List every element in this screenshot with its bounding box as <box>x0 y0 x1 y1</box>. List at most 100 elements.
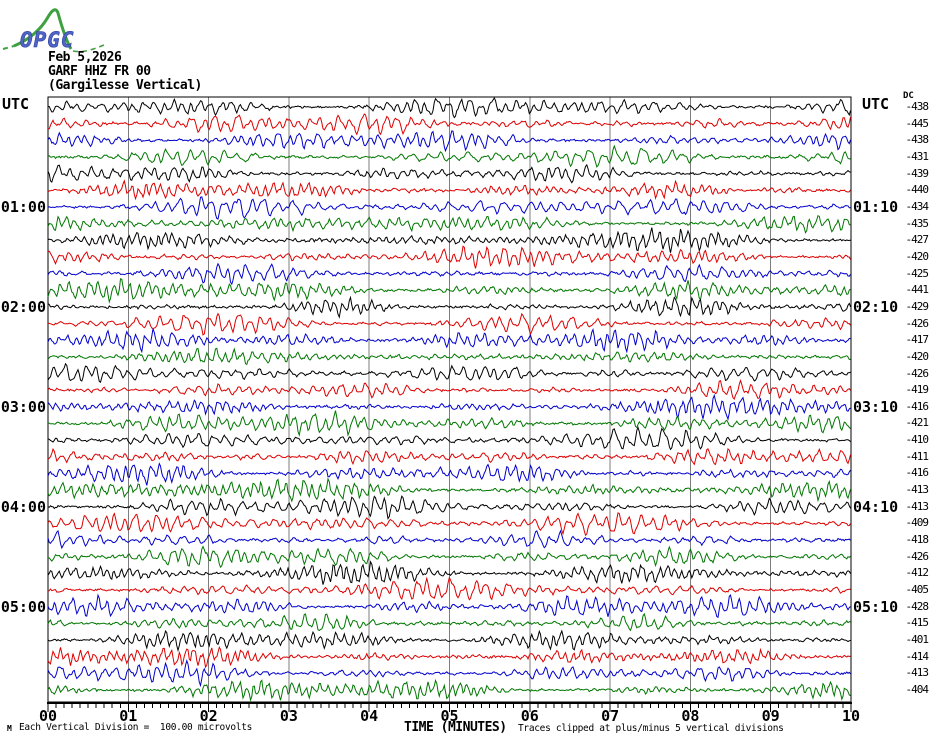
dc-value: -418 <box>905 533 930 547</box>
seismic-trace <box>47 144 851 168</box>
x-tick-label: 03 <box>279 707 298 725</box>
seismic-trace <box>48 312 851 336</box>
seismic-trace <box>47 545 851 569</box>
dc-value: -416 <box>905 399 930 413</box>
seismic-trace <box>47 512 851 537</box>
header-date: Feb 5,2026 <box>48 50 122 65</box>
seismic-trace <box>47 393 851 421</box>
seismic-trace <box>47 214 851 234</box>
seismic-trace <box>47 426 851 451</box>
dc-value: -426 <box>905 316 930 330</box>
logo-dash-right <box>72 44 105 53</box>
seismic-trace <box>47 645 851 669</box>
seismic-trace <box>47 560 851 585</box>
seismic-trace <box>47 477 851 503</box>
seismic-trace <box>47 447 851 466</box>
seismic-trace <box>47 576 851 601</box>
x-tick-label: 09 <box>761 707 780 725</box>
dc-value: -416 <box>905 466 930 480</box>
seismic-trace <box>47 593 851 619</box>
logo-mountain-curve-icon <box>13 8 73 50</box>
dc-value: -414 <box>905 649 930 663</box>
dc-value: -409 <box>905 516 930 530</box>
x-tick-label: 08 <box>681 707 700 725</box>
dc-value: -420 <box>905 349 930 363</box>
dc-value: -404 <box>905 683 930 696</box>
dc-value: -413 <box>905 499 930 513</box>
seismic-trace <box>47 659 851 688</box>
seismic-trace <box>47 295 851 319</box>
x-tick-label: 01 <box>119 707 138 725</box>
hour-label-right: 02:10 <box>853 297 899 316</box>
x-tick-label: 05 <box>440 707 459 725</box>
dc-value: -438 <box>905 133 930 147</box>
seismic-trace <box>47 96 851 119</box>
seismic-trace <box>47 362 851 384</box>
header-station: GARF HHZ FR 00 <box>48 64 151 79</box>
seismic-trace <box>47 113 851 136</box>
x-tick-label: 02 <box>199 707 218 725</box>
dc-value: -431 <box>905 149 930 163</box>
dc-value: -412 <box>905 566 930 580</box>
seismic-trace <box>47 462 851 486</box>
seismic-trace <box>47 179 851 201</box>
seismic-trace <box>47 245 851 269</box>
dc-value: -441 <box>905 283 930 297</box>
x-tick-label: 00 <box>38 707 58 725</box>
dc-value: -434 <box>905 199 930 213</box>
scale-note: Each Vertical Division = 100.00 microvol… <box>19 722 253 733</box>
dc-column-header: DC <box>903 91 914 101</box>
dc-value: -439 <box>905 166 930 180</box>
hour-label-left: 05:00 <box>0 597 46 616</box>
seismic-trace <box>47 379 851 400</box>
x-tick-label: 06 <box>520 707 539 725</box>
seismic-trace <box>47 262 851 286</box>
micro-mark: M <box>7 724 12 733</box>
hour-label-left: 04:00 <box>0 497 46 516</box>
hour-label-right: 05:10 <box>853 597 899 616</box>
hour-label-left: 02:00 <box>0 297 46 316</box>
x-tick-label: 10 <box>841 707 861 725</box>
dc-value: -415 <box>905 616 930 630</box>
seismic-trace <box>47 163 851 184</box>
dc-value: -426 <box>905 549 930 563</box>
dc-value: -420 <box>905 249 930 263</box>
hour-label-left: 01:00 <box>0 197 46 216</box>
dc-value: -438 <box>905 100 930 113</box>
x-tick-label: 04 <box>360 707 379 725</box>
seismic-trace <box>47 678 851 702</box>
seismic-trace <box>47 130 851 153</box>
x-axis-ticks <box>47 704 852 712</box>
seismic-trace <box>47 227 851 253</box>
logo-dash-left <box>2 45 15 50</box>
x-axis-title: TIME (MINUTES) <box>404 720 507 735</box>
seismic-trace <box>47 196 851 220</box>
dc-value: -417 <box>905 333 930 347</box>
seismic-trace <box>47 410 851 438</box>
dc-value: -419 <box>905 383 930 397</box>
dc-value: -445 <box>905 116 930 130</box>
hour-label-right: 03:10 <box>853 397 899 416</box>
utc-label-left: UTC <box>2 95 30 113</box>
dc-value: -411 <box>905 449 930 463</box>
dc-value: -421 <box>905 416 930 430</box>
hour-label-right: 04:10 <box>853 497 899 516</box>
dc-value: -435 <box>905 216 930 230</box>
dc-value: -413 <box>905 483 930 497</box>
dc-value: -410 <box>905 433 930 447</box>
dc-value: -426 <box>905 366 930 380</box>
seismic-trace <box>47 529 851 550</box>
dc-value: -428 <box>905 599 930 613</box>
dc-value: -429 <box>905 299 930 313</box>
hour-label-right: 01:10 <box>853 197 899 216</box>
seismic-trace <box>47 495 851 520</box>
dc-value: -405 <box>905 583 930 597</box>
dc-value: -413 <box>905 666 930 680</box>
hour-label-left: 03:00 <box>0 397 46 416</box>
logo-text: OPGC <box>20 28 75 52</box>
dc-value: -425 <box>905 266 930 280</box>
utc-label-right: UTC <box>862 95 890 113</box>
dc-value: -440 <box>905 183 930 197</box>
